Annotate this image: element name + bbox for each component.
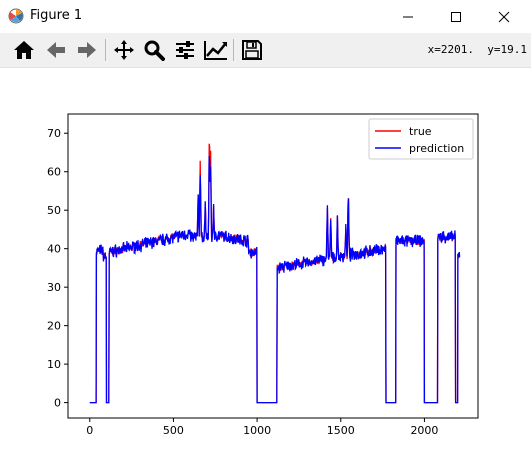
matplotlib-app-icon xyxy=(8,8,24,24)
x-tick-label: 0 xyxy=(86,424,93,437)
minimize-icon xyxy=(403,16,413,17)
window-title: Figure 1 xyxy=(30,8,83,23)
x-tick-label: 1500 xyxy=(327,424,355,437)
y-tick-label: 70 xyxy=(47,127,61,140)
close-button[interactable] xyxy=(481,0,527,33)
close-icon xyxy=(498,11,510,22)
home-button[interactable] xyxy=(10,36,38,64)
x-tick-label: 2000 xyxy=(410,424,438,437)
forward-button[interactable] xyxy=(73,36,101,64)
edit-curve-icon xyxy=(204,41,227,60)
subplots-icon xyxy=(176,41,194,59)
back-button[interactable] xyxy=(42,36,70,64)
forward-arrow-icon xyxy=(78,42,96,58)
y-tick-label: 0 xyxy=(54,397,61,410)
edit-curve-button[interactable] xyxy=(202,36,230,64)
maximize-icon xyxy=(451,11,461,22)
zoom-icon xyxy=(144,40,165,61)
y-tick-label: 20 xyxy=(47,320,61,333)
pan-icon xyxy=(114,40,134,60)
y-tick-label: 50 xyxy=(47,204,61,217)
series-line-prediction xyxy=(89,155,461,404)
toolbar: x=2201. y=19.1 xyxy=(0,33,531,97)
minimize-button[interactable] xyxy=(385,0,431,33)
pan-button[interactable] xyxy=(110,36,138,64)
legend-box xyxy=(368,118,474,160)
save-button[interactable] xyxy=(238,36,266,64)
home-icon xyxy=(14,41,34,59)
save-icon xyxy=(242,40,262,60)
figure-canvas[interactable]: 0 500 1000 1500 2000 0 10 20 30 40 50 60 70 true predi… xyxy=(0,68,531,463)
y-tick-label: 10 xyxy=(47,358,61,371)
subplots-button[interactable] xyxy=(171,36,199,64)
maximize-button[interactable] xyxy=(433,0,479,33)
line-chart[interactable]: 0 500 1000 1500 2000 0 10 20 30 40 50 60 70 true predi… xyxy=(0,68,531,463)
x-tick-label: 1000 xyxy=(243,424,271,437)
toolbar-separator xyxy=(105,39,106,61)
toolbar-separator xyxy=(233,39,234,61)
legend-label-true: true xyxy=(409,125,432,138)
y-tick-label: 40 xyxy=(47,243,61,256)
y-tick-label: 30 xyxy=(47,281,61,294)
legend-label-prediction: prediction xyxy=(409,142,464,155)
cursor-coordinates: x=2201. y=19.1 xyxy=(427,43,527,56)
y-tick-label: 60 xyxy=(47,166,61,179)
back-arrow-icon xyxy=(47,42,65,58)
title-bar: Figure 1 xyxy=(0,0,531,33)
x-tick-label: 500 xyxy=(163,424,184,437)
zoom-button[interactable] xyxy=(140,36,168,64)
axes-frame xyxy=(67,113,479,419)
